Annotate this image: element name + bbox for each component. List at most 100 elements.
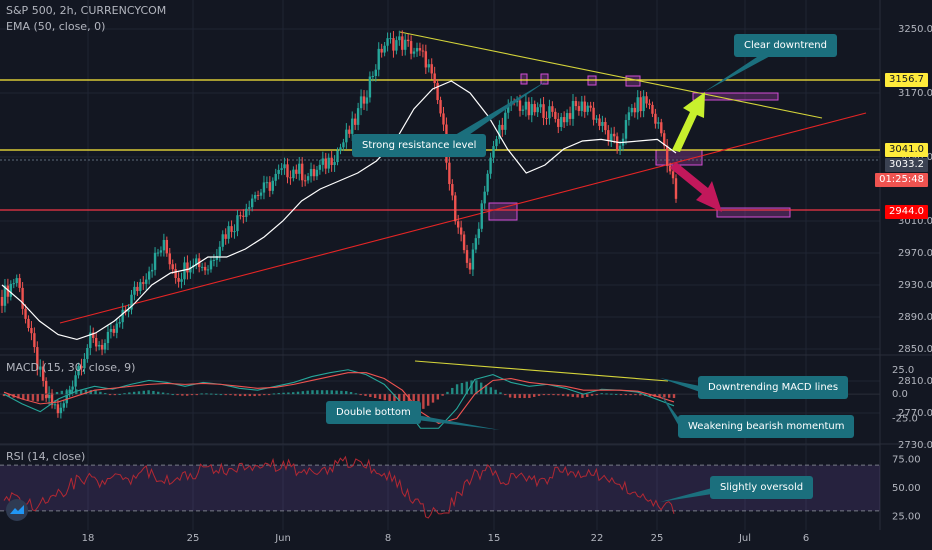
macd-histogram-bar — [17, 394, 20, 399]
candle-body — [548, 106, 551, 119]
candle-body — [459, 227, 463, 235]
candle-body — [71, 386, 74, 390]
macd-histogram-bar — [504, 394, 507, 396]
candle-body — [127, 309, 130, 312]
candle-body — [86, 347, 89, 359]
countdown-tag: 01:25:48 — [875, 173, 928, 187]
macd-histogram-bar — [185, 394, 189, 396]
macd-histogram-bar — [340, 390, 343, 395]
candle-body — [368, 76, 372, 98]
candle-body — [245, 208, 248, 217]
candle-body — [404, 39, 407, 50]
tradingview-logo-icon[interactable] — [6, 499, 28, 521]
candle-body — [0, 297, 4, 306]
candle-body — [92, 332, 95, 338]
macd-tick-label: -25.0 — [892, 414, 918, 425]
candle-body — [36, 347, 39, 370]
price-lines — [0, 31, 880, 324]
macd-histogram-bar — [234, 394, 237, 396]
candle-body — [39, 366, 42, 370]
candle-body — [636, 97, 639, 113]
candle-body — [668, 165, 672, 172]
macd-histogram-bar — [36, 394, 39, 402]
candle-body — [451, 184, 454, 196]
candle-body — [9, 283, 13, 297]
candle-body — [321, 158, 325, 165]
macd-histogram-bar — [441, 394, 444, 396]
rsi-tick-label: 50.00 — [892, 483, 921, 494]
candle-body — [424, 51, 428, 68]
downtrend-line — [399, 31, 823, 119]
rsi-tick-label: 25.00 — [892, 512, 921, 523]
macd-histogram-bar — [648, 394, 652, 397]
macd-histogram-bar — [436, 394, 440, 400]
macd-histogram-bar — [108, 394, 112, 396]
candle-body — [383, 45, 386, 53]
candle-body — [65, 393, 68, 404]
macd-histogram-bar — [51, 394, 54, 396]
macd-histogram-bar — [624, 394, 627, 396]
candle-body — [100, 344, 104, 350]
candle-body — [218, 246, 221, 257]
macd-histogram-bar — [523, 394, 526, 399]
candle-body — [130, 294, 133, 310]
callout-pointer — [660, 488, 712, 502]
macd-histogram-bar — [354, 393, 358, 395]
candle-body — [483, 191, 486, 204]
macd-histogram-bar — [359, 394, 362, 396]
macd-histogram-bar — [22, 394, 25, 400]
macd-histogram-bar — [378, 394, 382, 400]
candle-body — [462, 234, 466, 251]
macd-histogram-bar — [243, 394, 247, 397]
price-tick-label: 2810.0 — [898, 376, 932, 387]
candle-body — [139, 282, 142, 292]
candle-body — [286, 164, 289, 178]
candle-body — [371, 76, 375, 78]
candle-body — [583, 101, 586, 112]
macd-histogram-bar — [238, 394, 242, 397]
candle-body — [630, 107, 634, 113]
rsi-label: RSI (14, close) — [6, 450, 86, 463]
price-tick-label: 3170.0 — [898, 88, 932, 99]
candle-body — [663, 133, 666, 146]
zone-top-1 — [520, 73, 528, 85]
time-tick-label: 15 — [488, 533, 501, 544]
candle-body — [195, 258, 198, 266]
macd-histogram-bar — [272, 393, 276, 395]
candle-body — [501, 124, 504, 130]
macd-histogram-bar — [431, 394, 435, 403]
bottom-price-tag: 2944.0 — [885, 205, 928, 219]
candle-body — [618, 145, 622, 150]
time-tick-label: 18 — [82, 533, 95, 544]
candle-body — [212, 259, 216, 261]
macd-histogram-bar — [210, 393, 213, 395]
macd-histogram-bar — [494, 389, 497, 395]
candle-body — [562, 117, 566, 123]
macd-histogram-bar — [176, 394, 179, 396]
price-tick-label: 2770.0 — [898, 408, 932, 419]
candle-body — [365, 97, 369, 104]
macd-histogram-bar — [147, 390, 150, 395]
macd-histogram-bar — [446, 391, 449, 395]
candle-body — [253, 195, 257, 199]
candle-body — [268, 182, 272, 191]
resistance-price-tag: 3156.7 — [885, 73, 928, 87]
macd-histogram-bar — [263, 394, 266, 396]
candle-body — [471, 249, 475, 270]
macd-histogram-bar — [479, 382, 483, 395]
macd-label: MACD (15, 30, close, 9) — [6, 361, 136, 374]
symbol-title: S&P 500, 2h, CURRENCYCOM — [6, 4, 167, 17]
candle-body — [145, 279, 148, 284]
candle-body — [83, 358, 86, 369]
candle-body — [239, 215, 242, 217]
candle-body — [24, 308, 27, 319]
candle-body — [3, 285, 7, 306]
candle-body — [74, 375, 77, 387]
candle-body — [486, 173, 489, 192]
macd-histogram-bar — [65, 390, 68, 395]
callout-pointer — [704, 55, 772, 92]
candle-body — [518, 100, 522, 111]
candle-body — [274, 173, 277, 181]
macd-histogram-bar — [41, 394, 44, 401]
